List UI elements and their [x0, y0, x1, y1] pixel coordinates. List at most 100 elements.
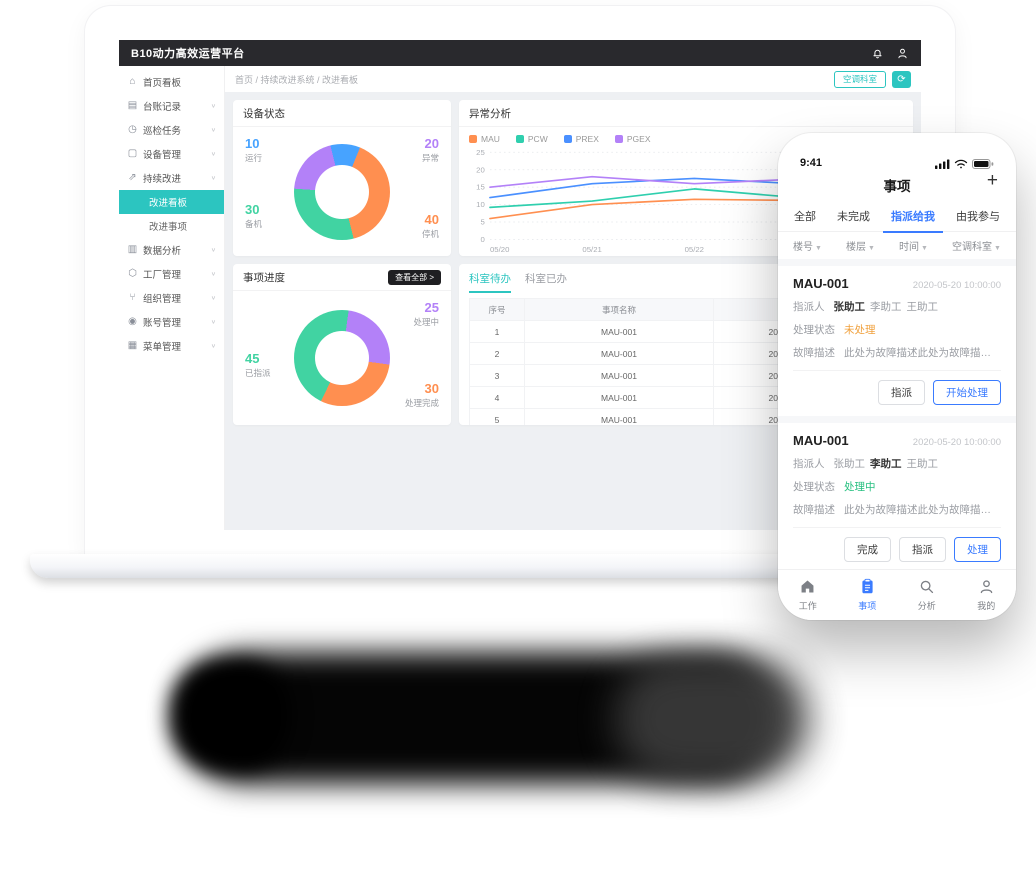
account-icon: ◉: [128, 316, 137, 327]
assignee-name: 张助工: [833, 458, 866, 470]
status-value: 处理中: [844, 481, 876, 493]
card-button-start[interactable]: 开始处理: [933, 380, 1001, 405]
nav-label: 我的: [977, 601, 996, 611]
nav-label: 工作: [798, 601, 817, 611]
phone-filters: 楼号 ▼ 楼层 ▼ 时间 ▼ 空调科室 ▼: [778, 232, 1016, 259]
breadcrumb: 首页 / 持续改进系统 / 改进看板: [235, 74, 359, 85]
col-header: 序号: [469, 298, 525, 321]
card-divider: [778, 416, 1016, 423]
dept-filter-button[interactable]: 空调科室: [833, 70, 886, 88]
status-label: 处理状态: [793, 481, 835, 493]
sidebar-item-data[interactable]: ▥ 数据分析 ∨: [127, 244, 216, 258]
donut-label-停机: 40 停机: [421, 211, 439, 239]
sidebar-item-menu[interactable]: ▦ 菜单管理 ∨: [127, 340, 216, 354]
sidebar-item-ledger[interactable]: ▤ 台账记录 ∨: [127, 100, 216, 114]
card-title: 事项进度: [243, 271, 285, 284]
app-title: B10动力高效运营平台: [131, 48, 245, 60]
phone-tabs: 全部 未完成 指派给我 由我参与: [778, 201, 1016, 233]
chevron-down-icon: ▼: [868, 245, 875, 252]
legend-item-PCW[interactable]: PCW: [515, 134, 548, 144]
sidebar-item-inspection[interactable]: ◷ 巡检任务 ∨: [128, 124, 216, 138]
col-header: 事项名称: [524, 298, 714, 321]
search-icon: [918, 578, 935, 597]
tab-unfinished[interactable]: 未完成: [837, 211, 870, 223]
assignee-label: 指派人: [793, 301, 825, 313]
sidebar-item-home[interactable]: ⌂ 首页看板: [119, 70, 224, 94]
card-title: 设备状态: [243, 107, 285, 120]
view-all-badge[interactable]: 查看全部 >: [388, 269, 441, 285]
donut-hole: [315, 331, 369, 385]
table-cell: 3: [469, 364, 525, 387]
assignee-label: 指派人: [793, 458, 825, 470]
svg-text:10: 10: [476, 200, 485, 209]
chevron-down-icon: ∨: [210, 151, 216, 158]
phone-tabbar: 工作 事项 分析 我的: [778, 569, 1016, 620]
card-button-finish[interactable]: 完成: [844, 537, 891, 562]
table-cell: 2: [469, 342, 525, 365]
chevron-down-icon: ∨: [210, 295, 216, 302]
card-button-handle[interactable]: 处理: [954, 537, 1001, 562]
sidebar-item-improvement[interactable]: ⇗ 持续改进 ∨: [128, 172, 216, 186]
home-icon: ⌂: [129, 76, 136, 87]
status-label: 处理状态: [793, 324, 835, 336]
device-status-card: 设备状态 10 运行 20 异常 30 备机 40 停机: [233, 100, 451, 256]
app-titlebar: B10动力高效运营平台: [119, 40, 921, 66]
phone-page-title: 事项: [883, 179, 911, 194]
bell-icon[interactable]: [871, 47, 884, 60]
table-tab-done[interactable]: 科室已办: [525, 273, 567, 285]
table-tab-todo[interactable]: 科室待办: [469, 271, 511, 293]
legend-swatch: [614, 135, 623, 143]
user-icon[interactable]: [896, 47, 909, 60]
table-cell: MAU-001: [524, 364, 714, 387]
filter-hvac-dept[interactable]: 空调科室 ▼: [952, 242, 1001, 253]
chevron-down-icon: ∨: [210, 175, 216, 182]
tab-participated[interactable]: 由我参与: [956, 211, 1000, 223]
donut-label-处理中: 25 处理中: [413, 300, 439, 327]
chart-icon: ▥: [127, 244, 138, 255]
task-card: MAU-001 2020-05-20 10:00:00 指派人 张助工 李助工 王助工 处理…: [778, 266, 1016, 416]
assignee-name: 李助工: [870, 301, 902, 313]
menu-icon: ▦: [127, 340, 138, 351]
sidebar-item-device[interactable]: ▢ 设备管理 ∨: [127, 148, 216, 162]
battery-icon: [972, 159, 994, 169]
assignee-name: 李助工: [870, 458, 902, 470]
status-time: 9:41: [800, 157, 823, 169]
filter-building[interactable]: 楼号 ▼: [793, 242, 822, 253]
chevron-down-icon: ∨: [210, 247, 216, 254]
sidebar-subitem-items[interactable]: 改进事项: [149, 222, 188, 233]
refresh-button[interactable]: ⟳: [892, 70, 911, 88]
legend-item-PGEX[interactable]: PGEX: [614, 134, 651, 144]
svg-text:15: 15: [476, 183, 485, 192]
nav-mine[interactable]: 我的: [957, 570, 1017, 620]
sidebar-item-factory[interactable]: ⬡ 工厂管理 ∨: [128, 268, 216, 282]
sidebar-item-org[interactable]: ⑂ 组织管理 ∨: [119, 286, 224, 310]
chevron-down-icon: ∨: [210, 103, 216, 110]
card-button-assign[interactable]: 指派: [878, 380, 925, 405]
legend-swatch: [563, 135, 572, 143]
item-progress-card: 事项进度 查看全部 > 25 处理中 30 处理完成 45 已指派: [233, 264, 451, 425]
nav-work[interactable]: 工作: [778, 570, 838, 620]
filter-time[interactable]: 时间 ▼: [899, 242, 928, 253]
table-cell: 5: [469, 408, 525, 425]
add-button[interactable]: +: [986, 170, 998, 191]
tab-all[interactable]: 全部: [794, 211, 816, 223]
sidebar-subitem-kanban[interactable]: 改进看板: [119, 190, 224, 214]
legend-item-MAU[interactable]: MAU: [469, 134, 500, 144]
clipboard-icon: [859, 578, 876, 597]
table-cell: 1: [469, 320, 525, 343]
filter-floor[interactable]: 楼层 ▼: [846, 242, 875, 253]
desc-text: 此处为故障描述此处为故障描述此处为故障描述此处为故障描述: [844, 347, 1001, 359]
status-value: 未处理: [844, 324, 876, 336]
nav-analysis[interactable]: 分析: [897, 570, 957, 620]
sidebar-item-account[interactable]: ◉ 账号管理 ∨: [128, 316, 216, 330]
legend-item-PREX[interactable]: PREX: [563, 134, 599, 144]
donut-label-异常: 20 异常: [421, 136, 439, 163]
tab-assigned-to-me[interactable]: 指派给我: [883, 208, 943, 233]
legend-swatch: [469, 135, 477, 143]
chevron-down-icon: ∨: [210, 271, 216, 278]
table-cell: MAU-001: [524, 320, 714, 343]
card-button-assign[interactable]: 指派: [899, 537, 946, 562]
chevron-down-icon: ∨: [210, 319, 216, 326]
nav-items[interactable]: 事项: [838, 570, 898, 620]
nav-label: 事项: [858, 601, 877, 611]
